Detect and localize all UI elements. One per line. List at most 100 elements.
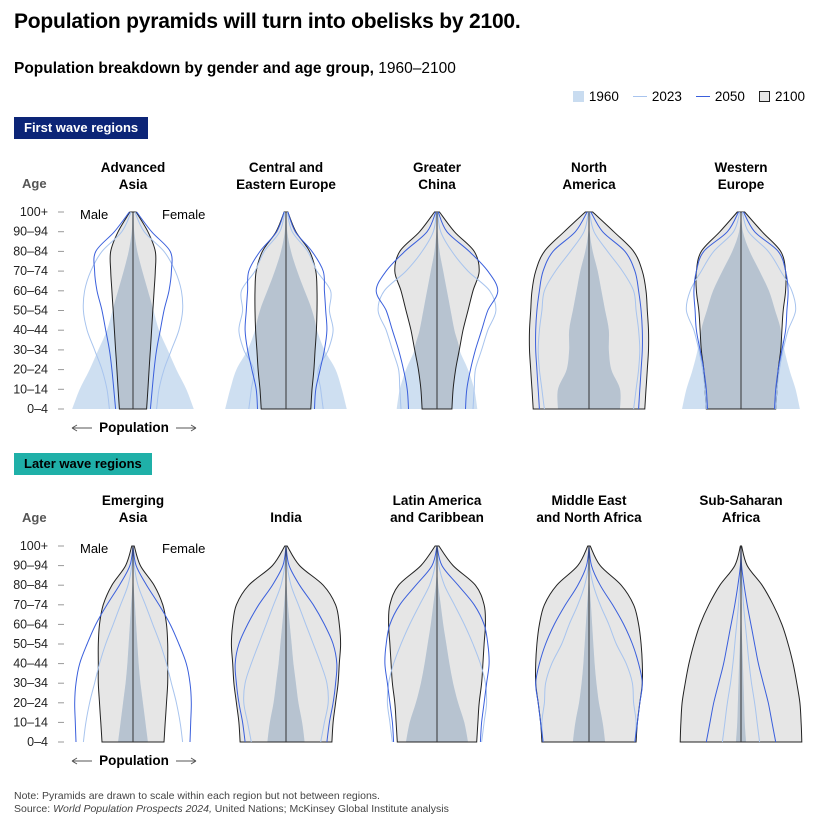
pyramid-2023-line [541,545,590,743]
age-tick-label: 0–4 [27,402,48,416]
age-tick-label: 60–64 [13,617,48,631]
region-title: India [270,510,302,525]
legend-label-2023: 2023 [651,89,682,104]
pyramid-2023-line [285,545,329,743]
age-tick-label: 0–4 [27,735,48,749]
legend-item-1960: 1960 [572,89,619,104]
age-tick-label: 80–84 [13,244,48,258]
region-title: North [571,160,607,175]
region-title: Greater [413,160,462,175]
pyramid-2100-outline [695,211,787,410]
age-tick-label: 70–74 [13,598,48,612]
pyramid-2023-line [243,545,287,743]
pyramid-2023-line [589,211,641,410]
age-tick-label: 50–54 [13,304,48,318]
pyramid-central-and-eastern-europe: Central and Eastern Europe [225,160,347,410]
age-tick-label: 60–64 [13,284,48,298]
pyramid-2050-line [436,545,490,743]
pyramid-2050-line [384,545,438,743]
age-tick-label: 90–94 [13,559,48,573]
region-title: Latin America [393,493,482,508]
age-tick-label: 80–84 [13,578,48,592]
legend-swatch-1960 [572,91,584,102]
pyramid-2100-outline [97,545,169,743]
pyramid-2023-line [721,545,742,743]
region-title: Emerging [102,493,164,508]
legend-label-2050: 2050 [714,89,745,104]
pyramid-2050-line [535,545,590,743]
subtitle-main: Population breakdown by gender and age g… [14,60,374,77]
pyramid-2100-outline [109,211,157,410]
pyramid-emerging-asia: Emerging Asia Male Female [74,493,205,743]
pyramid-2050-line [740,545,777,743]
legend-item-2100: 2100 [758,89,805,104]
region-title: Western [714,160,767,175]
region-title: Advanced [101,160,166,175]
pyramid-2100-outline [388,545,486,743]
pyramid-2100-outline [679,545,803,743]
pyramid-2050-line [437,211,499,410]
pyramid-2023-line [132,545,184,743]
male-label: Male [80,207,108,222]
pyramid-2100-outline [534,545,644,743]
legend-item-2050: 2050 [695,89,745,104]
pyramid-2050-line [234,545,287,743]
pyramid-2050-line [590,211,643,410]
chart-subtitle: Population breakdown by gender and age g… [14,60,456,78]
section-label-first-wave: First wave regions [14,117,149,139]
pyramid-india: India [230,510,342,743]
age-tick-label: 90–94 [13,225,48,239]
region-title: Asia [119,510,148,525]
age-tick-label: 100+ [20,205,48,219]
age-tick-label: 40–44 [13,323,48,337]
pyramid-2023-line [537,211,589,410]
pyramid-greater-china: Greater China [375,160,499,410]
pyramid-2023-line [588,545,637,743]
age-tick-label: 20–24 [13,363,48,377]
pyramid-2023-line [741,211,797,410]
pyramid-middle-east-and-north-africa: Middle East and North Africa [534,493,644,743]
pyramid-latin-america-and-caribbean: Latin America and Caribbean [384,493,490,743]
legend-label-1960: 1960 [588,89,619,104]
pyramid-2050-line [705,545,742,743]
age-tick-label: 30–34 [13,343,48,357]
pyramid-2023-line [377,211,437,410]
female-label: Female [162,541,205,556]
region-title: China [418,177,456,192]
male-label: Male [80,541,108,556]
region-title: Middle East [551,493,627,508]
region-title: Central and [249,160,323,175]
region-title: Africa [722,510,761,525]
pyramid-2023-line [436,545,488,743]
age-tick-label: 50–54 [13,637,48,651]
source-note: Source: World Population Prospects 2024,… [14,803,449,815]
age-tick-label: 10–14 [13,715,48,729]
pyramid-2023-line [685,211,741,410]
population-label: Population [99,420,169,435]
pyramid-2023-line [82,545,134,743]
pyramid-2050-line [244,211,285,410]
pyramid-2050-line [693,211,739,410]
pyramid-2050-line [375,211,437,410]
footnote: Note: Pyramids are drawn to scale within… [14,790,380,802]
region-title: Europe [718,177,765,192]
pyramid-2023-line [437,211,497,410]
pyramid-2023-line [386,545,438,743]
legend-swatch-2100 [758,91,770,102]
pyramid-2050-line [588,545,643,743]
age-tick-label: 20–24 [13,696,48,710]
arrowhead-left [71,757,78,765]
pyramid-2100-outline [230,545,342,743]
region-title: Asia [119,177,148,192]
legend-item-2023: 2023 [632,89,682,104]
region-title: Sub-Saharan [699,493,782,508]
age-tick-label: 70–74 [13,264,48,278]
page-title: Population pyramids will turn into obeli… [14,10,521,33]
pyramid-advanced-asia: Advanced Asia Male Female [72,160,205,410]
pyramid-2023-line [82,211,132,410]
pyramid-western-europe: Western Europe [682,160,800,410]
arrowhead-left [71,424,78,432]
age-tick-label: 40–44 [13,657,48,671]
age-tick-label: 30–34 [13,676,48,690]
